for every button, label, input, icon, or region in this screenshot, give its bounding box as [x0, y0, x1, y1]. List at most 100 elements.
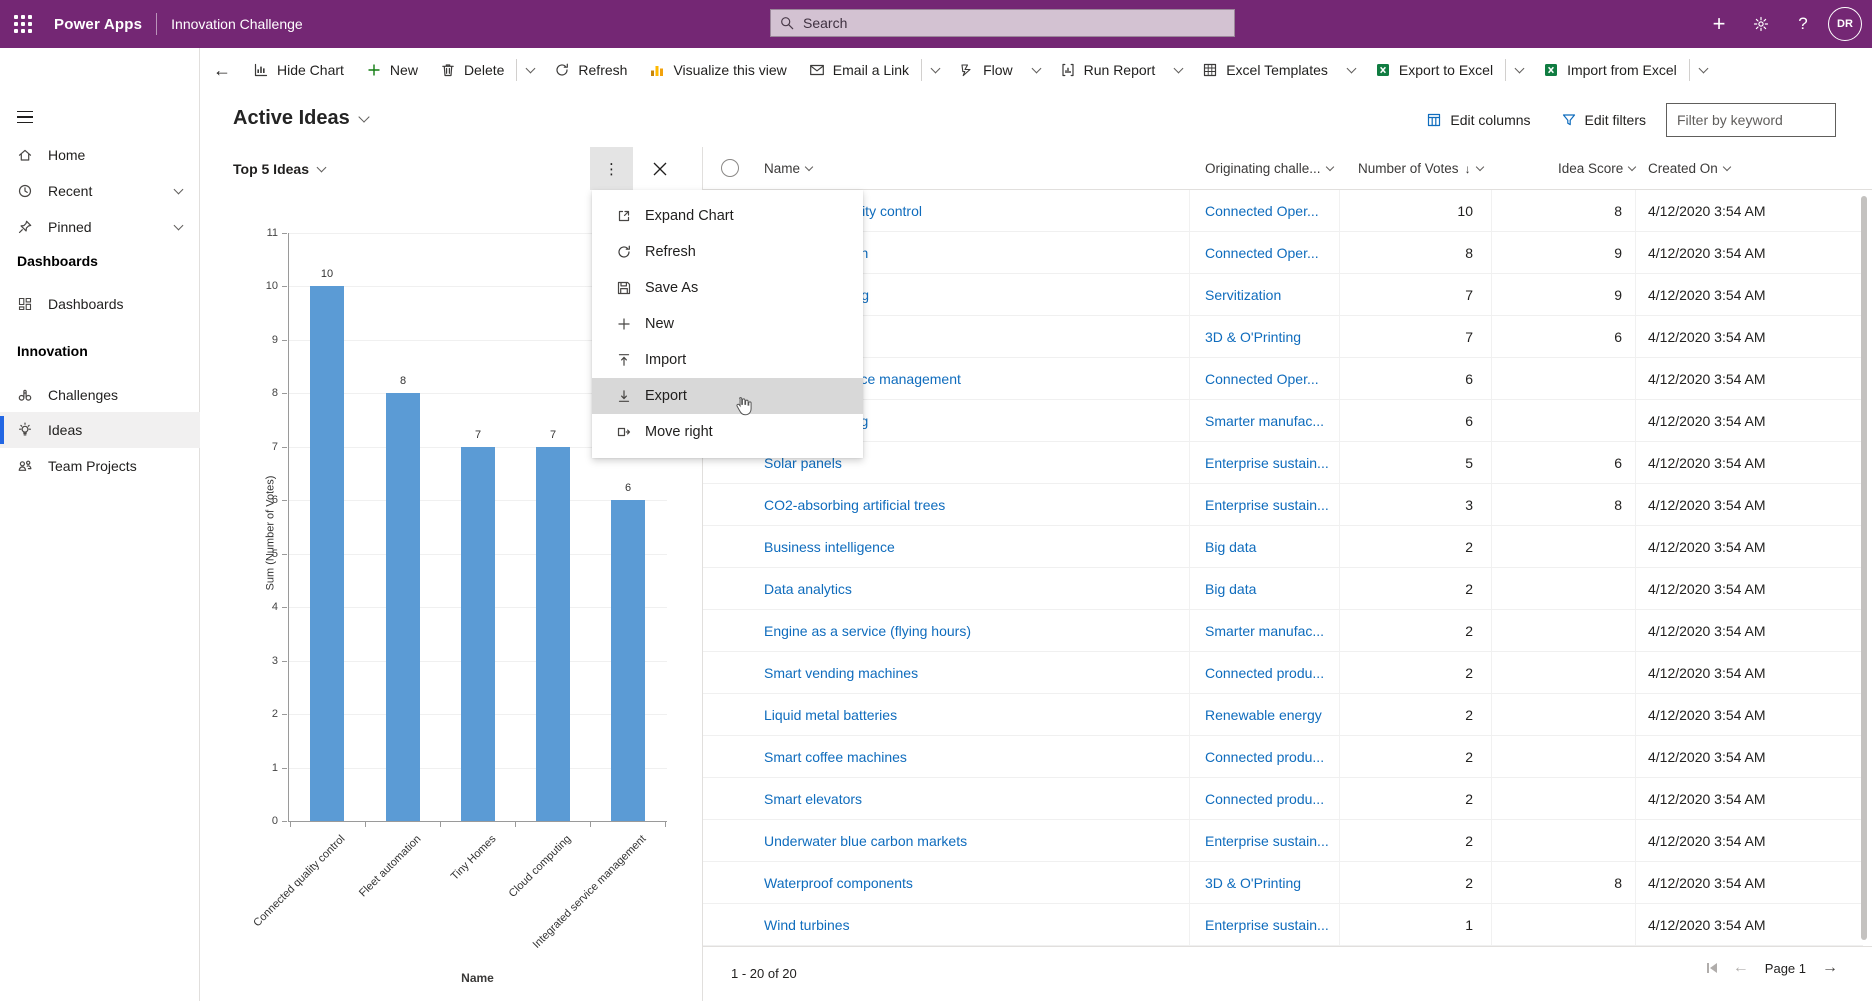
sidebar-item-ideas[interactable]: Ideas [0, 412, 200, 448]
environment-name[interactable]: Innovation Challenge [171, 16, 303, 32]
originating-challenge-link[interactable]: Connected Oper... [1205, 245, 1319, 261]
bar-cloud-computing[interactable] [536, 446, 570, 821]
bar-integrated-service-management[interactable] [611, 500, 645, 821]
command-flow[interactable]: Flow [948, 48, 1024, 92]
table-row[interactable]: Underwater blue carbon markets Enterprise… [703, 820, 1863, 862]
sidebar-item-pinned[interactable]: Pinned [0, 209, 200, 245]
command-delete-chevron[interactable] [518, 48, 543, 92]
idea-name-link[interactable]: Underwater blue carbon markets [764, 833, 968, 849]
command-export-to-excel-chevron[interactable] [1507, 48, 1532, 92]
command-export-to-excel[interactable]: Export to Excel [1364, 48, 1504, 92]
idea-name-link[interactable]: Wind turbines [764, 917, 850, 933]
bar-tiny-homes[interactable] [461, 446, 495, 821]
originating-challenge-link[interactable]: Smarter manufac... [1205, 413, 1325, 429]
originating-challenge-link[interactable]: Renewable energy [1205, 707, 1322, 723]
originating-challenge-link[interactable]: Connected produ... [1205, 749, 1325, 765]
command-email-a-link-chevron[interactable] [923, 48, 948, 92]
table-row[interactable]: Data analytics Big data 2 4/12/2020 3:54 AM [703, 568, 1863, 610]
command-import-from-excel-chevron[interactable] [1691, 48, 1716, 92]
command-run-report-chevron[interactable] [1166, 48, 1191, 92]
app-name[interactable]: Power Apps [54, 15, 143, 33]
table-row[interactable]: Smart elevators Connected produ... 2 4/12/2… [703, 778, 1863, 820]
idea-name-link[interactable]: Smart vending machines [764, 665, 919, 681]
menu-item-expand-chart[interactable]: Expand Chart [592, 198, 863, 234]
waffle-icon[interactable] [0, 0, 46, 48]
command-excel-templates[interactable]: Excel Templates [1191, 48, 1339, 92]
idea-name-link[interactable]: Liquid metal batteries [764, 707, 898, 723]
originating-challenge-link[interactable]: Smarter manufac... [1205, 623, 1325, 639]
bar-fleet-automation[interactable] [386, 393, 420, 821]
hamburger-menu-icon[interactable] [12, 104, 38, 130]
originating-challenge-link[interactable]: Connected produ... [1205, 665, 1325, 681]
column-header-created-on[interactable]: Created On [1648, 147, 1732, 190]
menu-item-refresh[interactable]: Refresh [592, 234, 863, 270]
originating-challenge-link[interactable]: Connected produ... [1205, 791, 1325, 807]
table-row[interactable]: 3D glass printingSmarter manufac...64/12… [703, 400, 1863, 442]
select-all-checkbox[interactable] [721, 159, 739, 177]
column-header-number-of-votes[interactable]: Number of Votes ↓ [1358, 147, 1484, 190]
originating-challenge-link[interactable]: Servitization [1205, 287, 1282, 303]
originating-challenge-link[interactable]: Enterprise sustain... [1205, 917, 1329, 933]
originating-challenge-link[interactable]: Enterprise sustain... [1205, 833, 1329, 849]
idea-name-link[interactable]: Smart coffee machines [764, 749, 907, 765]
sidebar-item-recent[interactable]: Recent [0, 173, 200, 209]
command-flow-chevron[interactable] [1024, 48, 1049, 92]
originating-challenge-link[interactable]: Big data [1205, 581, 1257, 597]
next-page-button[interactable]: → [1822, 959, 1838, 976]
command-new[interactable]: New [355, 48, 429, 92]
command-email-a-link[interactable]: Email a Link [798, 48, 920, 92]
avatar[interactable]: DR [1828, 7, 1862, 41]
idea-name-link[interactable]: Data analytics [764, 581, 852, 597]
table-row[interactable]: Business intelligence Big data 2 4/12/2020 … [703, 526, 1863, 568]
help-icon[interactable]: ? [1798, 14, 1808, 33]
table-row[interactable]: Fleet automationConnected Oper...894/12/… [703, 232, 1863, 274]
menu-item-import[interactable]: Import [592, 342, 863, 378]
table-row[interactable]: Wind turbines Enterprise sustain... 1 4/12/… [703, 904, 1863, 946]
command-delete[interactable]: Delete [429, 48, 515, 92]
sidebar-item-dashboards[interactable]: Dashboards [0, 286, 200, 322]
gear-icon[interactable] [1744, 7, 1778, 41]
table-row[interactable]: Cloud computingServitization794/12/2020 … [703, 274, 1863, 316]
originating-challenge-link[interactable]: Big data [1205, 539, 1257, 555]
command-visualize-this-view[interactable]: Visualize this view [638, 48, 797, 92]
idea-name-link[interactable]: Waterproof components [764, 875, 913, 891]
view-selector[interactable]: Active Ideas [233, 107, 370, 130]
originating-challenge-link[interactable]: Connected Oper... [1205, 203, 1319, 219]
table-row[interactable]: Liquid metal batteries Renewable energy 2 4… [703, 694, 1863, 736]
table-row[interactable]: Smart coffee machines Connected produ... 2… [703, 736, 1863, 778]
idea-name-link[interactable]: Business intelligence [764, 539, 895, 555]
idea-name-link[interactable]: CO2-absorbing artificial trees [764, 497, 946, 513]
menu-item-move-right[interactable]: Move right [592, 414, 863, 450]
sidebar-item-home[interactable]: Home [0, 137, 200, 173]
originating-challenge-link[interactable]: 3D & O'Printing [1205, 329, 1302, 345]
table-row[interactable]: Smart vending machines Connected produ...… [703, 652, 1863, 694]
column-header-idea-score[interactable]: Idea Score [1558, 147, 1637, 190]
originating-challenge-link[interactable]: 3D & O'Printing [1205, 875, 1302, 891]
edit-columns-button[interactable]: Edit columns [1416, 102, 1540, 138]
column-header-name[interactable]: Name [764, 147, 814, 190]
originating-challenge-link[interactable]: Enterprise sustain... [1205, 455, 1329, 471]
first-page-button[interactable] [1707, 963, 1717, 973]
table-row[interactable]: CO2-absorbing artificial trees Enterprise… [703, 484, 1863, 526]
previous-page-button[interactable]: ← [1732, 959, 1749, 976]
menu-item-new[interactable]: New [592, 306, 863, 342]
filter-keyword-input[interactable] [1666, 102, 1836, 137]
idea-name-link[interactable]: Engine as a service (flying hours) [764, 623, 971, 639]
edit-filters-button[interactable]: Edit filters [1551, 102, 1656, 138]
idea-name-link[interactable]: Solar panels [764, 455, 842, 471]
table-row[interactable]: Waterproof components 3D & O'Printing 2 8 4/… [703, 862, 1863, 904]
column-header-originating-challenge[interactable]: Originating challe... [1205, 147, 1334, 190]
originating-challenge-link[interactable]: Enterprise sustain... [1205, 497, 1329, 513]
command-import-from-excel[interactable]: Import from Excel [1532, 48, 1688, 92]
add-icon[interactable]: + [1712, 11, 1726, 36]
chart-more-commands-button[interactable]: ⋮ [590, 147, 633, 190]
menu-item-save-as[interactable]: Save As [592, 270, 863, 306]
close-chart-button[interactable] [637, 147, 683, 190]
table-row[interactable]: Solar panels Enterprise sustain... 5 6 4/12/… [703, 442, 1863, 484]
originating-challenge-link[interactable]: Connected Oper... [1205, 371, 1319, 387]
command-excel-templates-chevron[interactable] [1339, 48, 1364, 92]
bar-connected-quality-control[interactable] [310, 286, 344, 821]
